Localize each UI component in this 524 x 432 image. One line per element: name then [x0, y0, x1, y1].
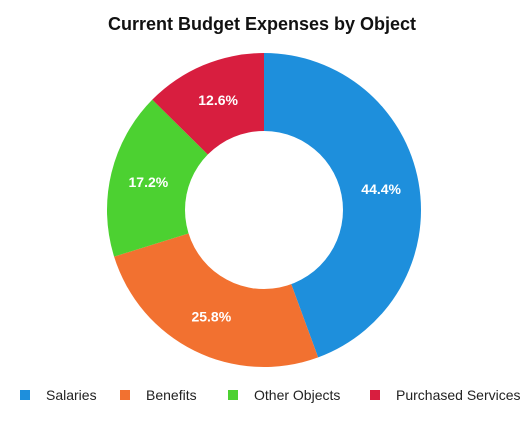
- legend-label-benefits: Benefits: [146, 387, 197, 403]
- legend: Salaries Benefits Other Objects Purchase…: [0, 383, 524, 407]
- legend-swatch-purchased-services: [370, 390, 380, 400]
- donut-hole: [185, 131, 343, 289]
- legend-label-salaries: Salaries: [46, 387, 97, 403]
- legend-swatch-other-objects: [228, 390, 238, 400]
- legend-swatch-benefits: [120, 390, 130, 400]
- slice-label-group: 44.4% 25.8% 17.2% 12.6%: [129, 92, 402, 324]
- slice-label-purchased-services: 12.6%: [198, 92, 238, 108]
- legend-item-salaries[interactable]: Salaries: [20, 383, 97, 407]
- chart-title: Current Budget Expenses by Object: [107, 14, 417, 34]
- donut-chart: 44.4% 25.8% 17.2% 12.6%: [107, 53, 422, 368]
- legend-label-other-objects: Other Objects: [254, 387, 341, 403]
- slice-label-benefits: 25.8%: [191, 309, 231, 325]
- legend-item-benefits[interactable]: Benefits: [120, 383, 197, 407]
- legend-label-purchased-services: Purchased Services: [396, 387, 521, 403]
- slice-label-other-objects: 17.2%: [129, 174, 169, 190]
- legend-swatch-salaries: [20, 390, 30, 400]
- legend-item-purchased-services[interactable]: Purchased Services: [370, 383, 521, 407]
- slice-label-salaries: 44.4%: [361, 181, 401, 197]
- legend-item-other-objects[interactable]: Other Objects: [228, 383, 340, 407]
